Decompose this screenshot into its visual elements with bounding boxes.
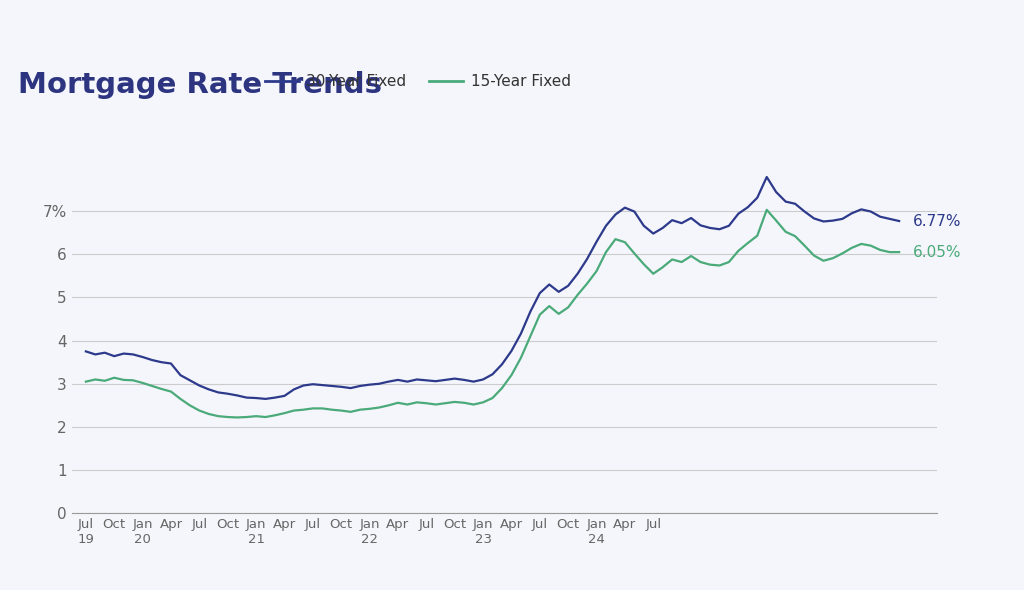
Text: 6.05%: 6.05% — [913, 245, 962, 260]
Legend: 30-Year Fixed, 15-Year Fixed: 30-Year Fixed, 15-Year Fixed — [259, 68, 577, 95]
Text: Mortgage Rate Trends: Mortgage Rate Trends — [18, 71, 382, 99]
Text: 6.77%: 6.77% — [913, 214, 962, 228]
